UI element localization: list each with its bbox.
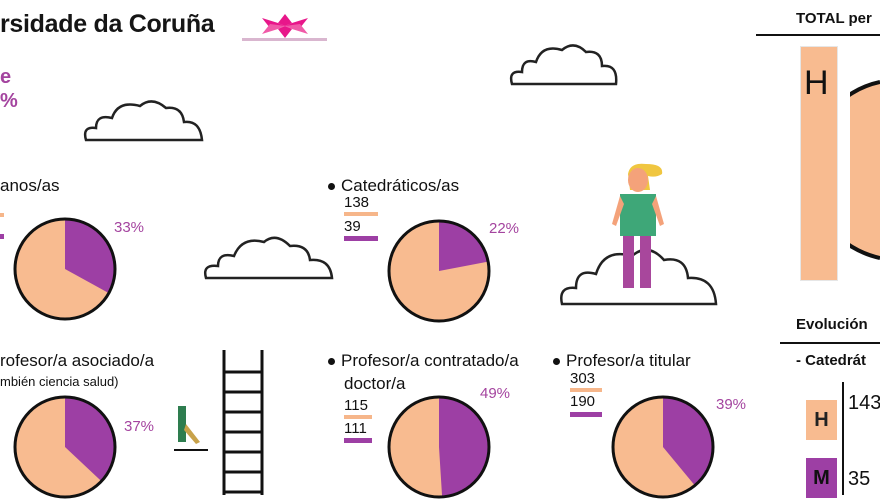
bullet-icon — [553, 358, 560, 366]
cloud-icon — [509, 44, 618, 86]
divider — [780, 342, 880, 344]
women-percentage: 39% — [716, 396, 747, 413]
category-label-text: Profesor/a titular — [566, 351, 691, 370]
bullet-icon — [328, 358, 335, 366]
evolution-title: Evolución — [796, 316, 868, 333]
category-label-contratado: Profesor/a contratado/a — [328, 351, 519, 371]
women-percentage: 49% — [480, 385, 511, 402]
women-bar — [570, 412, 602, 417]
women-percentage: 22% — [489, 220, 520, 237]
pie-slice-women — [663, 397, 713, 486]
pie-slice-women — [65, 397, 115, 482]
category-label-asociado: rofesor/a asociado/a — [0, 351, 155, 370]
men-total-bar — [800, 46, 838, 281]
left-fragment-2: % — [0, 90, 18, 112]
pie-chart — [13, 217, 117, 321]
category-label-line2: doctor/a — [344, 374, 406, 393]
men-total-letter: H — [804, 64, 829, 102]
men-count: 303 — [570, 370, 596, 387]
pie-chart — [387, 395, 491, 499]
women-bar — [344, 438, 372, 443]
men-bar — [344, 415, 372, 419]
logo-caption — [242, 38, 327, 41]
men-bar — [570, 388, 602, 392]
category-sublabel: mbién ciencia salud) — [0, 374, 119, 389]
pie-slice-women — [439, 397, 489, 497]
men-evolution-value: 143 — [848, 392, 880, 414]
total-pie-chart-partial — [850, 80, 880, 260]
women-percentage: 37% — [124, 418, 155, 435]
left-fragment-1: e — [0, 66, 12, 88]
axis-line — [842, 382, 844, 495]
decorative-figure-icon — [174, 406, 208, 451]
bullet-icon — [328, 183, 335, 191]
cloud-icon — [83, 100, 204, 142]
person-illustration — [612, 163, 664, 288]
divider — [756, 34, 880, 36]
total-panel-title: TOTAL per — [796, 10, 872, 27]
men-count: 138 — [344, 194, 370, 211]
women-label-box: M — [806, 458, 837, 498]
pie-slice-women — [439, 221, 489, 271]
women-count: 111 — [344, 420, 367, 437]
men-count: 115 — [344, 397, 368, 414]
pie-chart — [387, 219, 491, 323]
pie-chart — [13, 395, 117, 499]
men-bar — [344, 212, 378, 216]
category-label-catedraticos: Catedráticos/as — [328, 176, 459, 196]
evolution-subtitle: - Catedrát — [796, 352, 867, 369]
pie-outline — [387, 219, 491, 323]
pie-chart — [611, 395, 715, 499]
men-bar — [0, 213, 4, 217]
men-label-box: H — [806, 400, 837, 440]
ladder-illustration — [222, 350, 264, 495]
page-title: rsidade da Coruña — [0, 10, 215, 38]
pie-outline — [13, 217, 117, 321]
category-label-text: Profesor/a contratado/a — [341, 351, 519, 370]
women-percentage: 33% — [114, 219, 145, 236]
women-bar — [0, 234, 4, 239]
cloud-icon — [204, 236, 334, 280]
women-bar — [344, 236, 378, 241]
university-logo — [256, 14, 314, 43]
women-count: 39 — [344, 218, 361, 235]
category-label-decanos: anos/as — [0, 176, 60, 195]
women-evolution-value: 35 — [848, 468, 871, 490]
category-label-titular: Profesor/a titular — [553, 351, 691, 371]
category-label-text: Catedráticos/as — [341, 176, 460, 195]
women-count: 190 — [570, 393, 596, 410]
